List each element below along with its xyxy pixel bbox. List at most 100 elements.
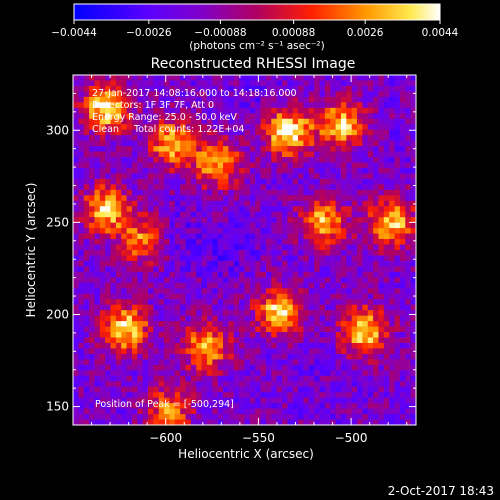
heatmap-cell xyxy=(378,332,385,338)
heatmap-cell xyxy=(249,353,256,360)
heatmap-cell xyxy=(99,271,106,278)
heatmap-cell xyxy=(148,233,154,240)
x-axis: −600 −550 −500 xyxy=(91,75,408,445)
heatmap-cell xyxy=(271,157,277,163)
heatmap-cell xyxy=(239,403,245,409)
heatmap-cell xyxy=(282,353,288,360)
heatmap-cell xyxy=(282,364,288,371)
heatmap-cell xyxy=(340,370,347,377)
heatmap-cell xyxy=(223,206,229,213)
heatmap-cell xyxy=(324,157,331,163)
heatmap-cell xyxy=(228,102,235,109)
heatmap-cell xyxy=(319,80,326,87)
heatmap-cell xyxy=(346,129,352,136)
heatmap-cell xyxy=(174,200,181,207)
heatmap-cell xyxy=(260,408,267,415)
heatmap-cell xyxy=(276,195,283,202)
heatmap-cell xyxy=(126,364,133,371)
heatmap-cell xyxy=(357,173,363,180)
heatmap-cell xyxy=(131,184,138,191)
heatmap-cell xyxy=(78,195,85,202)
heatmap-cell xyxy=(126,167,133,174)
heatmap-cell xyxy=(126,321,133,327)
heatmap-cell xyxy=(148,364,154,371)
heatmap-cell xyxy=(110,359,117,366)
heatmap-cell xyxy=(228,244,235,251)
heatmap-cell xyxy=(308,200,315,207)
heatmap-cell xyxy=(201,107,208,114)
heatmap-cell xyxy=(206,146,213,152)
heatmap-cell xyxy=(389,135,395,141)
heatmap-cell xyxy=(335,250,342,256)
heatmap-cell xyxy=(255,414,261,420)
heatmap-cell xyxy=(137,282,143,289)
heatmap-cell xyxy=(110,157,117,163)
heatmap-cell xyxy=(249,80,256,87)
heatmap-cell xyxy=(389,244,395,251)
heatmap-cell xyxy=(174,321,181,327)
heatmap-cell xyxy=(308,102,315,109)
heatmap-cell xyxy=(265,222,272,229)
heatmap-cell xyxy=(324,304,331,311)
heatmap-cell xyxy=(335,353,342,360)
heatmap-cell xyxy=(282,157,288,163)
heatmap-cell xyxy=(110,381,117,388)
heatmap-cell xyxy=(212,239,218,245)
heatmap-cell xyxy=(169,211,176,218)
heatmap-cell xyxy=(121,217,127,223)
heatmap-cell xyxy=(94,342,101,349)
heatmap-cell xyxy=(212,146,218,152)
heatmap-cell xyxy=(314,293,320,300)
heatmap-cell xyxy=(110,342,117,349)
heatmap-cell xyxy=(346,375,352,382)
heatmap-cell xyxy=(265,107,272,114)
heatmap-cell xyxy=(410,381,417,388)
heatmap-cell xyxy=(206,392,213,398)
heatmap-cell xyxy=(83,282,90,289)
heatmap-cell xyxy=(228,206,235,213)
heatmap-cell xyxy=(351,403,358,409)
heatmap-cell xyxy=(126,184,133,191)
heatmap-cell xyxy=(351,217,358,223)
heatmap-cell xyxy=(399,206,406,213)
heatmap-cell xyxy=(78,189,85,196)
heatmap-cell xyxy=(206,359,213,366)
heatmap-cell xyxy=(282,403,288,409)
heatmap-cell xyxy=(217,233,224,240)
heatmap-cell xyxy=(185,375,192,382)
heatmap-cell xyxy=(137,157,143,163)
heatmap-cell xyxy=(303,129,310,136)
heatmap-cell xyxy=(89,342,95,349)
heatmap-cell xyxy=(164,85,170,92)
heatmap-cell xyxy=(410,337,417,344)
heatmap-cell xyxy=(196,414,202,420)
heatmap-cell xyxy=(153,157,160,163)
heatmap-cell xyxy=(185,135,192,141)
heatmap-cell xyxy=(169,75,176,81)
heatmap-cell xyxy=(201,244,208,251)
heatmap-cell xyxy=(303,392,310,398)
heatmap-cell xyxy=(185,107,192,114)
heatmap-cell xyxy=(148,146,154,152)
heatmap-cell xyxy=(362,195,369,202)
heatmap-cell xyxy=(190,129,197,136)
heatmap-cell xyxy=(105,102,111,109)
heatmap-cell xyxy=(303,124,310,130)
heatmap-cell xyxy=(389,113,395,120)
heatmap-cell xyxy=(287,348,294,355)
heatmap-cell xyxy=(399,403,406,409)
heatmap-cell xyxy=(357,342,363,349)
heatmap-cell xyxy=(276,271,283,278)
heatmap-cell xyxy=(378,239,385,245)
heatmap-cell xyxy=(357,250,363,256)
heatmap-cell xyxy=(153,304,160,311)
heatmap-cell xyxy=(373,414,379,420)
heatmap-cell xyxy=(190,195,197,202)
heatmap-cell xyxy=(115,244,122,251)
heatmap-cell xyxy=(399,386,406,393)
heatmap-cell xyxy=(292,375,299,382)
heatmap-cell xyxy=(174,370,181,377)
heatmap-cell xyxy=(324,189,331,196)
heatmap-cell xyxy=(298,277,304,284)
heatmap-cell xyxy=(319,332,326,338)
